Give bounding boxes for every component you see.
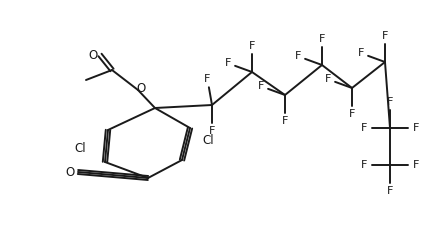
Text: F: F — [413, 160, 419, 170]
Text: F: F — [361, 160, 367, 170]
Text: F: F — [413, 123, 419, 133]
Text: F: F — [204, 74, 211, 84]
Text: F: F — [258, 81, 264, 91]
Text: F: F — [387, 97, 393, 107]
Text: F: F — [224, 58, 231, 68]
Text: F: F — [295, 51, 301, 61]
Text: Cl: Cl — [202, 133, 214, 146]
Text: O: O — [88, 48, 98, 62]
Text: Cl: Cl — [74, 141, 86, 154]
Text: F: F — [209, 126, 215, 136]
Text: F: F — [349, 109, 355, 119]
Text: F: F — [382, 31, 388, 41]
Text: O: O — [65, 167, 75, 180]
Text: F: F — [357, 48, 364, 58]
Text: F: F — [361, 123, 367, 133]
Text: F: F — [387, 186, 393, 196]
Text: F: F — [282, 116, 288, 126]
Text: O: O — [136, 82, 146, 94]
Text: F: F — [324, 74, 331, 84]
Text: F: F — [249, 41, 255, 51]
Text: F: F — [319, 34, 325, 44]
